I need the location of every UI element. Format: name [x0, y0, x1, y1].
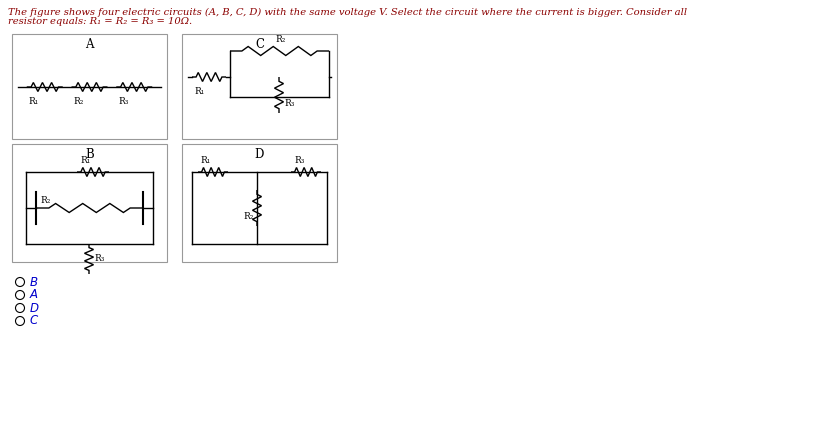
Bar	[12, 144, 167, 262]
Text: R₂: R₂	[243, 212, 254, 221]
Text: B: B	[85, 148, 94, 161]
Text: R₃: R₃	[94, 254, 104, 263]
Text: B: B	[30, 276, 38, 288]
Text: R₁: R₁	[194, 87, 204, 96]
Text: A: A	[30, 288, 38, 301]
Text: R₁: R₁	[80, 156, 91, 165]
Text: R₂: R₂	[276, 35, 286, 44]
Text: R₂: R₂	[40, 196, 51, 205]
Text: R₃: R₃	[118, 97, 129, 106]
Text: R₂: R₂	[73, 97, 84, 106]
Text: D: D	[30, 301, 39, 315]
Bar	[12, 34, 167, 139]
Text: R₁: R₁	[200, 156, 211, 165]
Bar	[182, 144, 337, 262]
Bar	[182, 34, 337, 139]
Text: C: C	[255, 38, 264, 51]
Text: The figure shows four electric circuits (A, B, C, D) with the same voltage V. Se: The figure shows four electric circuits …	[8, 8, 687, 17]
Text: C: C	[30, 315, 38, 327]
Text: resistor equals: R₁ = R₂ = R₃ = 10Ω.: resistor equals: R₁ = R₂ = R₃ = 10Ω.	[8, 17, 192, 26]
Text: R₃: R₃	[284, 99, 295, 108]
Text: D: D	[255, 148, 264, 161]
Text: A: A	[85, 38, 94, 51]
Text: R₁: R₁	[29, 97, 39, 106]
Text: R₃: R₃	[294, 156, 304, 165]
